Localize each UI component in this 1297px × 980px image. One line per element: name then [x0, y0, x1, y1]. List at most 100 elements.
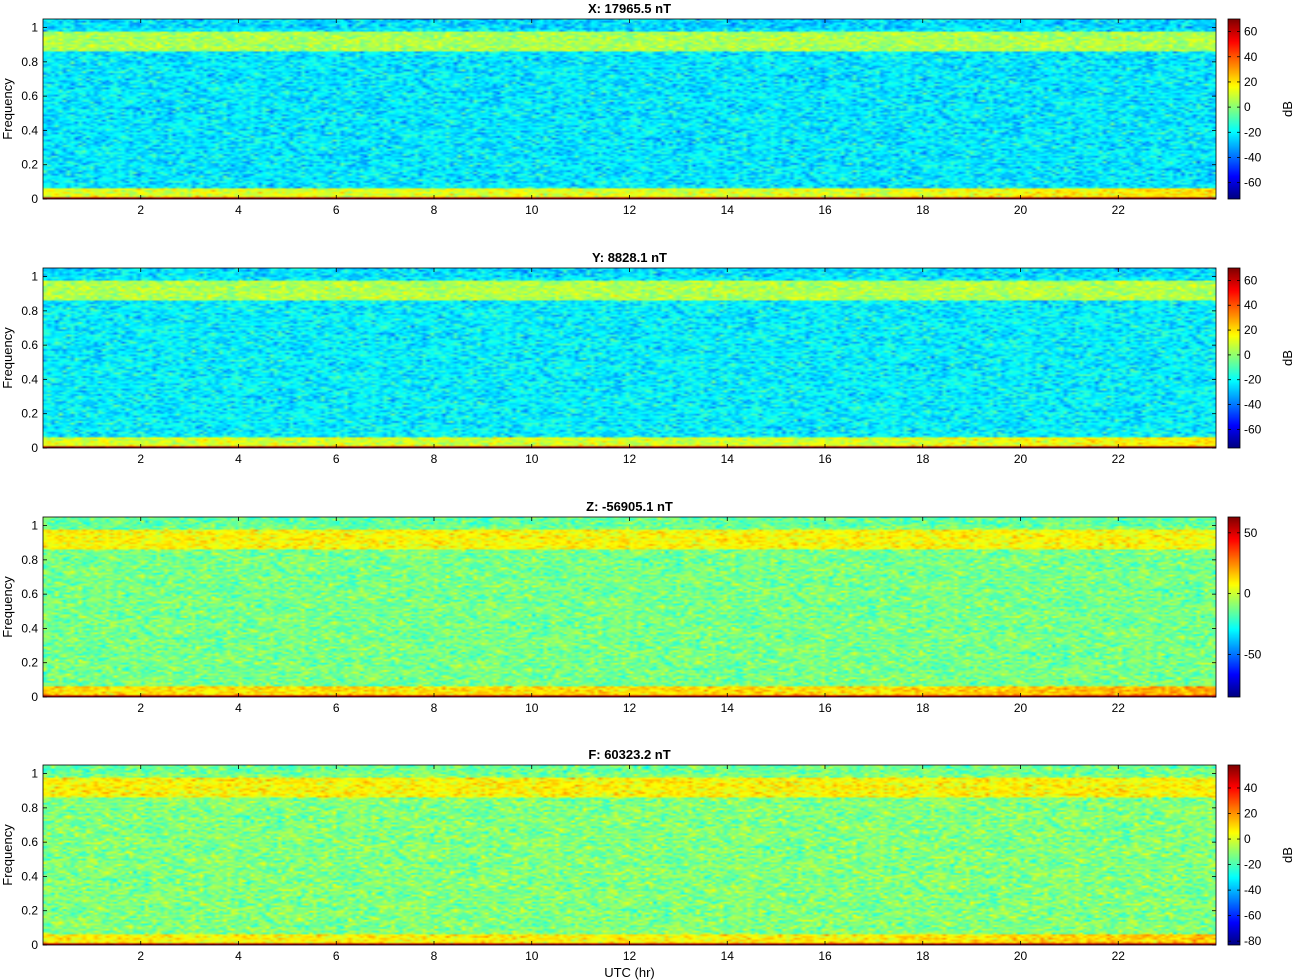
- colorbar-tick-label: 60: [1244, 273, 1258, 287]
- x-tick-label: 2: [137, 701, 144, 715]
- x-tick-label: 10: [525, 949, 539, 963]
- x-tick-label: 6: [333, 452, 340, 466]
- x-tick-label: 16: [818, 452, 832, 466]
- y-tick-label: 0.2: [21, 407, 38, 421]
- x-tick-label: 8: [431, 949, 438, 963]
- x-axis-label: UTC (hr): [604, 965, 655, 980]
- y-tick-label: 1: [31, 270, 38, 284]
- x-tick-label: 2: [137, 949, 144, 963]
- panel-title: Y: 8828.1 nT: [592, 250, 667, 265]
- spectrogram-image: [43, 517, 1216, 697]
- x-tick-label: 12: [623, 701, 637, 715]
- panel-title: X: 17965.5 nT: [588, 1, 671, 16]
- spectrogram-panel-2: Y: 8828.1 nT2 4 6 8 10 12 14 16 18 20 2200.20.40.6…: [0, 250, 1295, 466]
- y-tick-label: 0.4: [21, 869, 38, 883]
- colorbar: 40 20 0 -20 -40 -60 -80 dB: [1227, 764, 1295, 948]
- x-tick-label: 8: [431, 701, 438, 715]
- colorbar-frame: [1227, 516, 1241, 698]
- x-tick-label: 6: [333, 203, 340, 217]
- y-tick-label: 0.6: [21, 338, 38, 352]
- y-tick-label: 0.8: [21, 304, 38, 318]
- colorbar-gradient: [1228, 268, 1240, 448]
- x-tick-label: 16: [818, 203, 832, 217]
- x-tick-label: 4: [235, 701, 242, 715]
- y-axis-label: Frequency: [0, 78, 15, 140]
- colorbar-tick-label: -20: [1244, 373, 1262, 387]
- x-tick-label: 12: [623, 949, 637, 963]
- y-tick-label: 0.4: [21, 123, 38, 137]
- x-tick-label: 2: [137, 452, 144, 466]
- spectrogram-panel-3: Z: -56905.1 nT2 4 6 8 10 12 14 16 18 20 2200.20.40…: [0, 499, 1262, 715]
- x-tick-label: 18: [916, 203, 930, 217]
- x-tick-label: 6: [333, 949, 340, 963]
- x-tick-label: 8: [431, 452, 438, 466]
- panel-title: Z: -56905.1 nT: [586, 499, 673, 514]
- x-tick-label: 20: [1014, 203, 1028, 217]
- x-tick-label: 22: [1112, 701, 1126, 715]
- colorbar-tick-label: 40: [1244, 298, 1258, 312]
- y-tick-label: 0.4: [21, 372, 38, 386]
- y-tick-label: 1: [31, 519, 38, 533]
- colorbar-tick-label: -60: [1244, 176, 1262, 190]
- x-tick-label: 4: [235, 203, 242, 217]
- x-tick-label: 16: [818, 949, 832, 963]
- x-tick-label: 18: [916, 452, 930, 466]
- y-tick-label: 0: [31, 192, 38, 206]
- y-axis-label: Frequency: [0, 824, 15, 886]
- y-tick-label: 0.6: [21, 89, 38, 103]
- colorbar-tick-label: 0: [1244, 348, 1251, 362]
- colorbar-label: dB: [1280, 350, 1295, 366]
- x-tick-label: 12: [623, 203, 637, 217]
- y-axis-label: Frequency: [0, 327, 15, 389]
- x-tick-label: 20: [1014, 949, 1028, 963]
- colorbar-label: dB: [1280, 101, 1295, 117]
- x-tick-label: 10: [525, 203, 539, 217]
- colorbar: 60 40 20 0 -20 -40 -60 dB: [1227, 18, 1295, 200]
- spectrogram-image: [43, 268, 1216, 448]
- x-tick-label: 22: [1112, 452, 1126, 466]
- colorbar-tick-label: 20: [1244, 807, 1258, 821]
- x-tick-label: 14: [721, 949, 735, 963]
- colorbar-tick-label: 40: [1244, 50, 1258, 64]
- y-axis-label: Frequency: [0, 576, 15, 638]
- x-tick-label: 20: [1014, 452, 1028, 466]
- y-tick-label: 0.8: [21, 553, 38, 567]
- y-tick-label: 0.6: [21, 587, 38, 601]
- x-tick-label: 20: [1014, 701, 1028, 715]
- colorbar-tick-label: -20: [1244, 858, 1262, 872]
- colorbar-tick-label: 0: [1244, 100, 1251, 114]
- spectrogram-panel-1: X: 17965.5 nT2 4 6 8 10 12 14 16 18 20 2200.20.40.…: [0, 1, 1295, 217]
- x-tick-label: 22: [1112, 203, 1126, 217]
- colorbar-tick-label: -40: [1244, 150, 1262, 164]
- colorbar-frame: [1227, 18, 1241, 200]
- y-tick-label: 0: [31, 441, 38, 455]
- colorbar-frame: [1227, 764, 1241, 946]
- colorbar-tick-label: -40: [1244, 883, 1262, 897]
- x-tick-label: 8: [431, 203, 438, 217]
- colorbar-frame: [1227, 267, 1241, 449]
- colorbar-label: dB: [1280, 847, 1295, 863]
- spectrogram-panel-4: F: 60323.2 nT2 4 6 8 10 12 14 16 18 20 2200.20.40.…: [0, 747, 1295, 980]
- x-tick-label: 12: [623, 452, 637, 466]
- y-tick-label: 1: [31, 767, 38, 781]
- colorbar: 50 0 -50: [1227, 516, 1262, 698]
- colorbar-tick-label: 20: [1244, 323, 1258, 337]
- spectrogram-image: [43, 19, 1216, 199]
- x-tick-label: 18: [916, 701, 930, 715]
- colorbar-tick-label: -40: [1244, 398, 1262, 412]
- colorbar-tick-label: 20: [1244, 75, 1258, 89]
- colorbar-gradient: [1228, 765, 1240, 945]
- panel-title: F: 60323.2 nT: [588, 747, 670, 762]
- y-tick-label: 0.2: [21, 904, 38, 918]
- colorbar-tick-label: 40: [1244, 781, 1258, 795]
- y-tick-label: 0.4: [21, 621, 38, 635]
- x-tick-label: 2: [137, 203, 144, 217]
- colorbar-gradient: [1228, 19, 1240, 199]
- colorbar-tick-label: -50: [1244, 647, 1262, 661]
- x-tick-label: 16: [818, 701, 832, 715]
- x-tick-label: 18: [916, 949, 930, 963]
- x-tick-label: 6: [333, 701, 340, 715]
- y-tick-label: 0.2: [21, 656, 38, 670]
- y-tick-label: 1: [31, 21, 38, 35]
